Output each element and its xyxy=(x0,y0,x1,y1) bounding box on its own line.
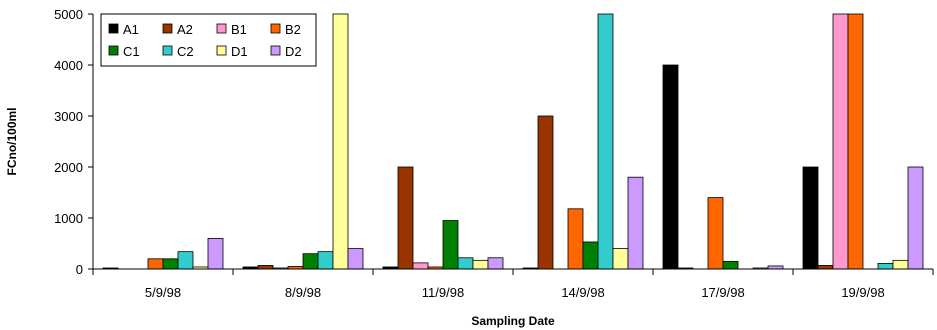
bar-A1-17/9/98 xyxy=(662,64,679,270)
legend-label-D1: D1 xyxy=(231,44,248,59)
legend-swatch-D1 xyxy=(216,45,227,56)
y-tick-label: 0 xyxy=(76,262,83,277)
bar-D2-11/9/98 xyxy=(487,257,504,270)
x-axis-title: Sampling Date xyxy=(471,314,555,328)
legend-swatch-C1 xyxy=(108,45,119,56)
y-tick-label: 1000 xyxy=(54,211,83,226)
x-tick-label: 8/9/98 xyxy=(285,285,321,300)
bar-D1-8/9/98 xyxy=(332,13,349,270)
bar-B2-5/9/98 xyxy=(147,258,164,270)
legend: A1 A2 B1 B2 C1 C2 D1 D2 xyxy=(100,13,317,67)
legend-label-B2: B2 xyxy=(285,22,301,37)
bar-C2-19/9/98 xyxy=(877,262,894,270)
x-tick-label: 14/9/98 xyxy=(561,285,604,300)
y-tick-label: 2000 xyxy=(54,160,83,175)
bar-A1-19/9/98 xyxy=(802,166,819,270)
bar-B2-19/9/98 xyxy=(847,13,864,270)
bar-B1-11/9/98 xyxy=(412,262,429,270)
bar-B2-14/9/98 xyxy=(567,208,584,270)
legend-label-C2: C2 xyxy=(177,44,194,59)
bar-A2-8/9/98 xyxy=(257,265,274,270)
bar-D2-8/9/98 xyxy=(347,248,364,270)
bar-C1-8/9/98 xyxy=(302,253,319,270)
bar-B1-19/9/98 xyxy=(832,13,849,270)
legend-swatch-A1 xyxy=(108,23,119,34)
legend-label-A1: A1 xyxy=(123,22,139,37)
legend-label-B1: B1 xyxy=(231,22,247,37)
bar-D1-19/9/98 xyxy=(892,259,909,270)
bar-C1-14/9/98 xyxy=(582,241,599,270)
bar-C2-8/9/98 xyxy=(317,251,334,270)
bar-A2-11/9/98 xyxy=(397,166,414,270)
legend-swatch-D2 xyxy=(270,45,281,56)
y-tick-labels: 0 1000 2000 3000 4000 5000 xyxy=(54,7,83,277)
x-tick-labels: 5/9/98 8/9/98 11/9/98 14/9/98 17/9/98 19/9/98 xyxy=(145,285,885,300)
legend-swatch-B1 xyxy=(216,23,227,34)
legend-swatch-C2 xyxy=(162,45,173,56)
bar-B2-17/9/98 xyxy=(707,197,724,270)
bar-A2-19/9/98 xyxy=(817,265,834,270)
bar-D2-19/9/98 xyxy=(907,166,924,270)
y-tick-label: 5000 xyxy=(54,7,83,22)
bar-D2-5/9/98 xyxy=(207,237,224,270)
bar-A2-14/9/98 xyxy=(537,115,554,270)
bar-D2-14/9/98 xyxy=(627,176,644,270)
bar-D1-14/9/98 xyxy=(612,248,629,270)
x-tick-label: 19/9/98 xyxy=(841,285,884,300)
bar-C1-5/9/98 xyxy=(162,258,179,270)
bar-C1-17/9/98 xyxy=(722,260,739,270)
bar-C2-5/9/98 xyxy=(177,251,194,270)
legend-swatch-A2 xyxy=(162,23,173,34)
bar-C2-11/9/98 xyxy=(457,257,474,270)
x-tick-label: 5/9/98 xyxy=(145,285,181,300)
legend-label-A2: A2 xyxy=(177,22,193,37)
axes xyxy=(88,13,934,275)
y-tick-label: 3000 xyxy=(54,109,83,124)
x-tick-label: 11/9/98 xyxy=(422,285,464,300)
legend-box xyxy=(100,13,317,67)
legend-swatch-B2 xyxy=(270,23,281,34)
y-axis-title: FCno/100ml xyxy=(5,107,19,175)
x-tick-label: 17/9/98 xyxy=(701,285,744,300)
legend-label-D2: D2 xyxy=(285,44,302,59)
legend-label-C1: C1 xyxy=(123,44,140,59)
bar-C2-14/9/98 xyxy=(597,13,614,270)
y-tick-label: 4000 xyxy=(54,58,83,73)
bar-C1-11/9/98 xyxy=(442,220,459,270)
bar-D1-11/9/98 xyxy=(472,259,489,270)
